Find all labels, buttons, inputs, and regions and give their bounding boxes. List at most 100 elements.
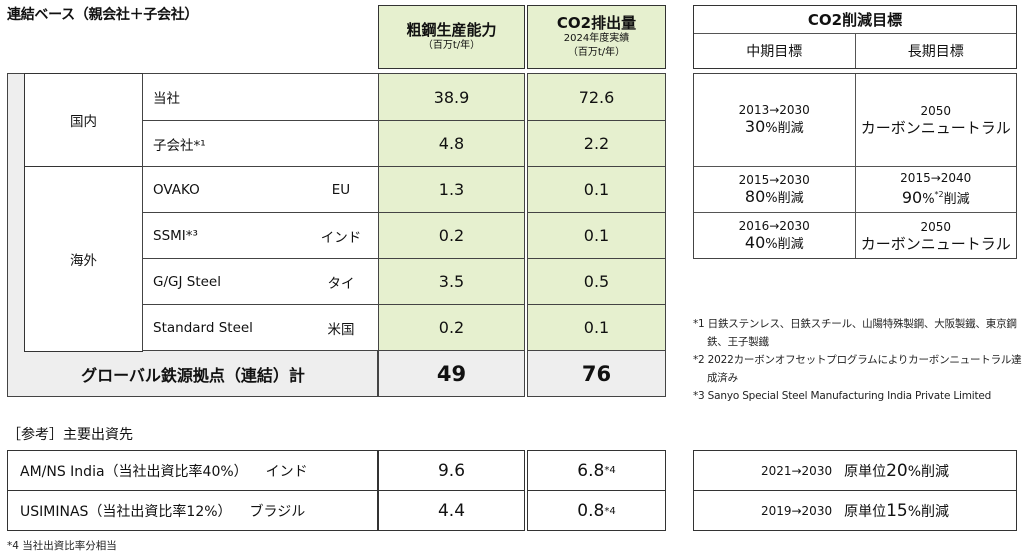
table-row: 子会社*¹ (142, 121, 378, 167)
capacity-header: 粗鋼生産能力 （百万t/年） (378, 5, 525, 69)
reference-co2-value: 0.8 (577, 501, 605, 521)
reference-target-suffix: %削減 (907, 463, 950, 480)
co2-header: CO2排出量 2024年度実績 （百万t/年） (527, 5, 666, 69)
table-row: G/GJ Steel タイ (142, 259, 378, 305)
co2-total: 76 (528, 351, 665, 396)
row-region: 米国 (327, 321, 355, 338)
row-region: EU (331, 181, 351, 198)
footnote-3: *3 Sanyo Special Steel Manufacturing Ind… (693, 390, 992, 402)
long-target-years: 2015→2040 (900, 171, 972, 185)
targets-header-long: 長期目標 (907, 44, 964, 60)
footnotes: *1 日鉄ステンレス、日鉄スチール、山陽特殊製鋼、大阪製鐵、東京鋼鉄、王子製鐵 … (693, 315, 1023, 405)
mid-target-suffix: %削減 (765, 236, 804, 252)
co2-value: 0.1 (528, 213, 665, 259)
footnote-ref: *4 (604, 505, 616, 517)
reference-target-pct: 20 (886, 460, 908, 481)
reference-co2-value: 6.8 (577, 460, 605, 481)
reference-target-pct: 15 (886, 501, 908, 521)
co2-value: 72.6 (528, 74, 665, 121)
co2-value: 2.2 (528, 121, 665, 167)
target-row: 2013→2030 30%削減 2050 カーボンニュートラル (694, 74, 1016, 167)
targets-table: 2013→2030 30%削減 2050 カーボンニュートラル 2015→203… (693, 73, 1017, 259)
long-target-year: 2050 (920, 104, 952, 118)
reference-co2: 6.8 *4 (528, 451, 665, 491)
target-row: 2016→2030 40%削減 2050 カーボンニュートラル (694, 213, 1016, 258)
row-name: OVAKO (153, 181, 200, 198)
row-name: G/GJ Steel (153, 273, 221, 290)
consolidated-table: 国内 海外 当社 子会社*¹ OVAKO EU SSMI*³ インド G/GJ … (7, 73, 378, 397)
co2-value: 0.1 (528, 305, 665, 351)
table-row: Standard Steel 米国 (142, 305, 378, 351)
capacity-value: 1.3 (379, 167, 524, 213)
page-title: 連結ベース（親会社＋子会社） (7, 7, 199, 23)
table-row: SSMI*³ インド (142, 213, 378, 259)
capacity-value: 0.2 (379, 213, 524, 259)
co2-header-subtitle: 2024年度実績 (563, 33, 630, 44)
co2-header-title: CO2排出量 (556, 14, 637, 32)
reference-target-years: 2021→2030 (760, 463, 833, 478)
mid-target-pct: 30 (744, 117, 766, 136)
footnote-4: *4 当社出資比率分相当 (7, 540, 117, 552)
row-region: インド (320, 229, 362, 246)
reference-name: USIMINAS（当社出資比率12%） (20, 504, 232, 520)
row-region: タイ (327, 275, 355, 292)
co2-column: 72.6 2.2 0.1 0.1 0.5 0.1 76 (527, 73, 666, 397)
long-target-pct: 90 (901, 188, 923, 207)
reference-country: ブラジル (249, 504, 306, 520)
reference-target-column: 2021→2030 原単位 20 %削減 2019→2030 原単位 15 %削… (693, 450, 1017, 531)
mid-target-years: 2015→2030 (738, 172, 810, 187)
long-target-text: カーボンニュートラル (860, 119, 1011, 137)
capacity-header-title: 粗鋼生産能力 (406, 21, 497, 39)
table-row: 当社 (142, 74, 378, 121)
reference-target-prefix: 原単位 (844, 504, 887, 520)
reference-row: USIMINAS（当社出資比率12%） ブラジル (8, 491, 377, 531)
co2-value: 0.1 (528, 167, 665, 213)
reference-target-years: 2019→2030 (760, 504, 833, 518)
reference-name: AM/NS India（当社出資比率40%） (20, 463, 248, 480)
long-target-year: 2050 (920, 219, 952, 234)
mid-target-suffix: %削減 (765, 121, 804, 136)
capacity-column: 38.9 4.8 1.3 0.2 3.5 0.2 49 (378, 73, 525, 397)
capacity-total: 49 (379, 351, 524, 396)
row-name: 当社 (153, 91, 180, 107)
capacity-header-unit: （百万t/年） (422, 40, 481, 51)
table-row: OVAKO EU (142, 167, 378, 213)
mid-target-pct: 40 (744, 232, 766, 252)
group-domestic: 国内 (24, 73, 143, 167)
reference-country: インド (265, 463, 308, 480)
footnote-2: *2 2022カーボンオフセットプログラムによりカーボンニュートラル達成済み (693, 354, 1022, 384)
co2-value: 0.5 (528, 259, 665, 305)
row-name: SSMI*³ (153, 227, 198, 244)
reference-table: AM/NS India（当社出資比率40%） インド USIMINAS（当社出資… (7, 450, 378, 531)
mid-target-suffix: %削減 (765, 190, 804, 206)
targets-header: CO2削減目標 中期目標 長期目標 (693, 5, 1017, 69)
row-name: 子会社*¹ (153, 137, 206, 154)
long-target-text: カーボンニュートラル (860, 234, 1011, 253)
reference-capacity-column: 9.6 4.4 (378, 450, 525, 531)
reference-capacity: 4.4 (437, 501, 466, 521)
capacity-value: 4.8 (379, 121, 524, 167)
footnote-1: *1 日鉄ステンレス、日鉄スチール、山陽特殊製鋼、大阪製鐵、東京鋼鉄、王子製鐵 (693, 318, 1017, 348)
mid-target-pct: 80 (744, 186, 766, 206)
footnote-ref: *2 (934, 190, 944, 199)
capacity-value: 0.2 (379, 305, 524, 351)
row-name: Standard Steel (153, 319, 253, 336)
reference-target: 2021→2030 原単位 20 %削減 (694, 451, 1016, 491)
long-target-suffix: 削減 (943, 192, 970, 207)
capacity-value: 3.5 (379, 259, 524, 305)
reference-co2: 0.8 *4 (528, 491, 665, 531)
footnote-ref: *4 (604, 465, 616, 476)
reference-co2-column: 6.8 *4 0.8 *4 (527, 450, 666, 531)
mid-target-years: 2013→2030 (738, 103, 810, 117)
reference-title: ［参考］主要出資先 (7, 427, 133, 443)
reference-capacity: 9.6 (379, 451, 524, 491)
mid-target-years: 2016→2030 (738, 218, 810, 233)
reference-target-suffix: %削減 (907, 504, 950, 520)
reference-target: 2019→2030 原単位 15 %削減 (694, 491, 1016, 531)
reference-target-prefix: 原単位 (844, 463, 887, 480)
reference-row: AM/NS India（当社出資比率40%） インド (8, 451, 377, 491)
targets-header-title: CO2削減目標 (694, 6, 1016, 34)
total-label: グローバル鉄源拠点（連結）計 (81, 366, 305, 385)
targets-header-mid: 中期目標 (694, 34, 856, 68)
group-overseas: 海外 (24, 166, 143, 352)
